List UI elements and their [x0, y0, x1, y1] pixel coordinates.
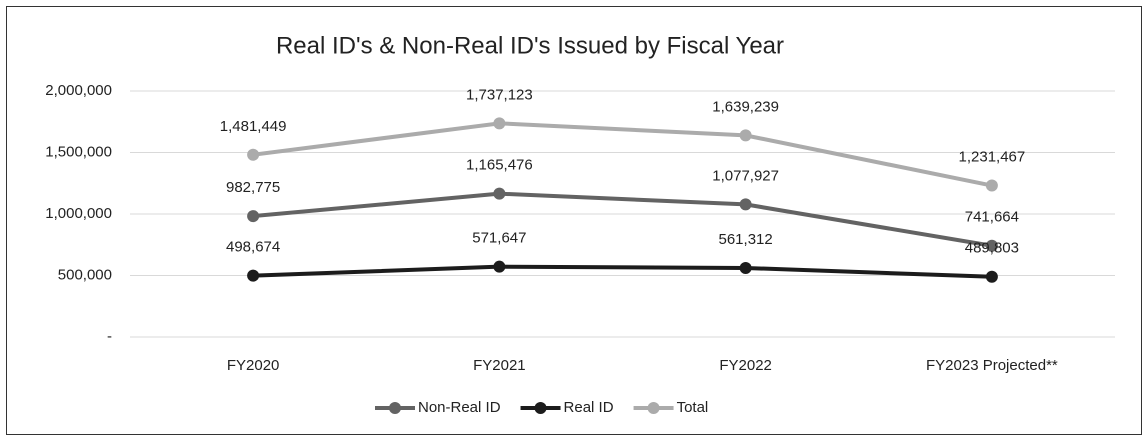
chart-title: Real ID's & Non-Real ID's Issued by Fisc… — [276, 32, 784, 59]
y-tick-label: 2,000,000 — [45, 82, 112, 99]
legend-marker — [389, 402, 401, 414]
data-label: 1,481,449 — [220, 118, 287, 135]
data-point — [247, 269, 260, 282]
legend-label: Non-Real ID — [418, 399, 501, 416]
data-point — [985, 239, 998, 252]
data-label: 741,664 — [965, 209, 1019, 226]
data-point — [493, 117, 506, 130]
data-point — [739, 129, 752, 142]
y-tick-label: 1,500,000 — [45, 143, 112, 160]
data-label: 571,647 — [472, 230, 526, 247]
chart-border — [6, 6, 1142, 435]
y-tick-label: - — [107, 328, 112, 345]
data-point — [985, 270, 998, 283]
legend-marker — [534, 402, 547, 414]
data-point — [493, 187, 506, 200]
legend-marker — [647, 402, 660, 414]
series-line — [253, 264, 992, 279]
legend-label: Total — [677, 399, 709, 416]
x-tick-label: FY2020 — [227, 357, 280, 374]
legend-label: Real ID — [564, 399, 614, 416]
data-point — [247, 210, 260, 223]
data-label: 1,077,927 — [712, 167, 779, 184]
series-line — [252, 191, 993, 248]
x-tick-label: FY2021 — [473, 357, 526, 374]
data-label: 982,775 — [226, 179, 280, 196]
x-tick-label: FY2023 Projected** — [926, 357, 1058, 374]
data-point — [739, 261, 752, 274]
data-label: 561,312 — [719, 231, 773, 248]
data-label: 1,165,476 — [466, 157, 533, 174]
data-point — [739, 198, 752, 211]
data-label: 1,639,239 — [712, 98, 779, 115]
data-label: 1,231,467 — [959, 148, 1026, 165]
data-point — [493, 260, 506, 273]
data-label: 489,803 — [965, 240, 1019, 257]
y-tick-label: 1,000,000 — [45, 205, 112, 222]
data-label: 498,674 — [226, 239, 280, 256]
data-label: 1,737,123 — [466, 86, 533, 103]
data-point — [985, 179, 998, 192]
series-line — [252, 121, 993, 188]
x-tick-label: FY2022 — [719, 357, 772, 374]
data-point — [247, 148, 260, 161]
y-tick-label: 500,000 — [58, 266, 112, 283]
